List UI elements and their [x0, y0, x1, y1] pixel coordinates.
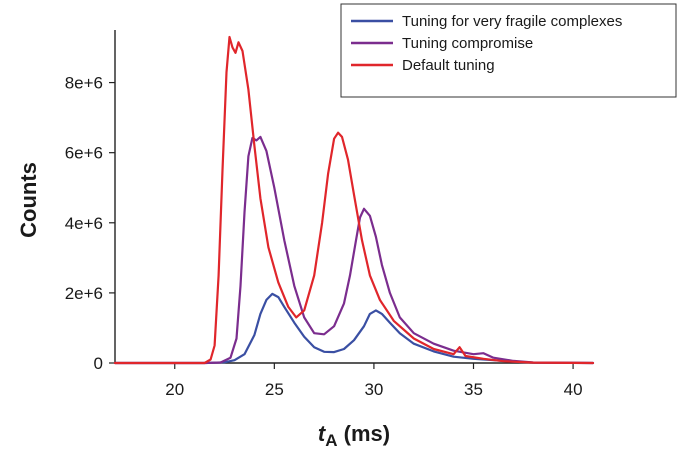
x-axis-title: tA (ms) [318, 421, 390, 449]
legend-box [340, 3, 677, 98]
x-tick-label: 40 [564, 380, 583, 399]
series-line-1 [113, 292, 595, 365]
legend: Tuning for very fragile complexes Tuning … [340, 3, 677, 98]
x-tick-label: 30 [364, 380, 383, 399]
x-tick-label: 20 [165, 380, 184, 399]
x-axis-title-main: t [318, 421, 327, 446]
y-axis-title: Counts [16, 162, 41, 238]
ticks-layer: 20 25 30 35 40 0 2e+6 4e+6 6e+6 8e+6 [65, 74, 583, 399]
x-axis-title-subscript: A [325, 431, 337, 449]
legend-items: Tuning for very fragile complexes Tuning … [351, 13, 622, 74]
y-tick-label: 2e+6 [65, 284, 103, 303]
y-tick-label: 8e+6 [65, 74, 103, 93]
y-tick-label: 6e+6 [65, 144, 103, 163]
legend-label-3: Default tuning [402, 57, 495, 74]
series-line-2 [113, 135, 595, 365]
series-line-3 [113, 35, 595, 365]
y-tick-label: 0 [94, 354, 103, 373]
legend-label-2: Tuning compromise [402, 35, 533, 52]
series-layer [113, 35, 595, 365]
x-tick-label: 25 [265, 380, 284, 399]
legend-label-1: Tuning for very fragile complexes [402, 13, 622, 30]
x-axis-title-unit: (ms) [338, 421, 391, 446]
x-tick-label: 35 [464, 380, 483, 399]
y-tick-label: 4e+6 [65, 214, 103, 233]
